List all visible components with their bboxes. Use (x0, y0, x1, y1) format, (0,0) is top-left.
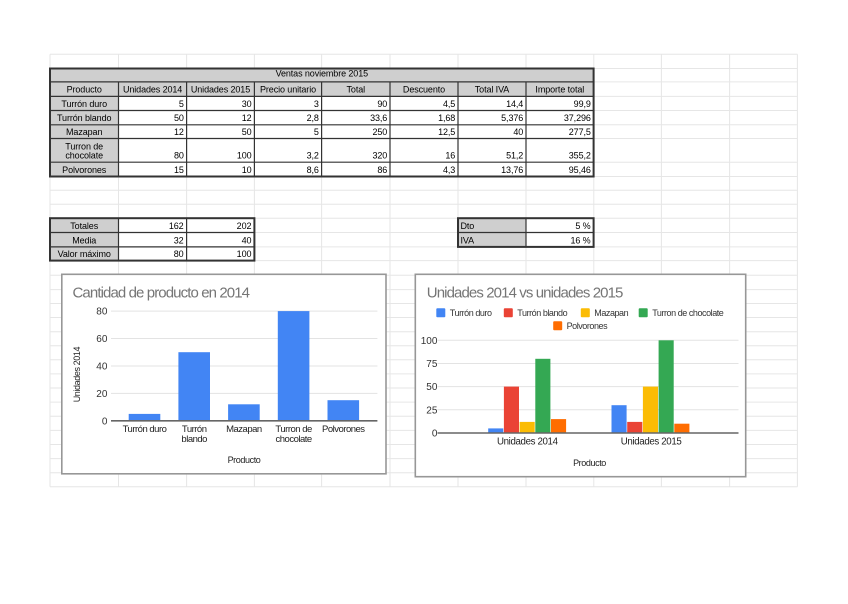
svg-text:Mazapan: Mazapan (66, 127, 102, 137)
svg-text:chocolate: chocolate (65, 151, 103, 161)
svg-text:2,8: 2,8 (307, 113, 319, 123)
svg-text:5: 5 (314, 127, 319, 137)
svg-text:Unidades 2014: Unidades 2014 (123, 84, 182, 94)
svg-text:162: 162 (169, 221, 184, 231)
svg-text:4,3: 4,3 (443, 165, 455, 175)
svg-text:75: 75 (426, 359, 438, 370)
svg-text:Mazapan: Mazapan (594, 308, 628, 318)
svg-text:IVA: IVA (461, 235, 475, 245)
svg-text:Turron de: Turron de (275, 424, 312, 435)
svg-text:Turrón duro: Turrón duro (123, 424, 167, 435)
svg-text:Unidades 2015: Unidades 2015 (621, 436, 682, 447)
svg-text:40: 40 (513, 127, 523, 137)
svg-text:Totales: Totales (70, 221, 98, 231)
svg-text:chocolate: chocolate (276, 434, 312, 445)
svg-text:202: 202 (237, 221, 252, 231)
svg-text:Cantidad de producto en 2014: Cantidad de producto en 2014 (73, 284, 250, 301)
svg-text:99,9: 99,9 (574, 99, 591, 109)
svg-text:8,6: 8,6 (307, 165, 319, 175)
svg-text:Unidades 2014 vs unidades 2015: Unidades 2014 vs unidades 2015 (427, 284, 623, 301)
svg-text:Turrón blando: Turrón blando (57, 113, 111, 123)
svg-text:16 %: 16 % (570, 235, 590, 245)
svg-text:355,2: 355,2 (569, 151, 591, 161)
svg-text:Turrón duro: Turrón duro (61, 99, 107, 109)
svg-text:95,46: 95,46 (569, 165, 591, 175)
svg-text:250: 250 (372, 127, 387, 137)
svg-text:86: 86 (377, 165, 387, 175)
svg-text:5 %: 5 % (575, 221, 590, 231)
svg-text:Mazapan: Mazapan (226, 424, 262, 435)
svg-text:320: 320 (372, 151, 387, 161)
svg-text:Turrón: Turrón (182, 424, 207, 435)
svg-text:Polvorones: Polvorones (322, 424, 365, 435)
svg-text:Valor máximo: Valor máximo (58, 249, 111, 259)
svg-text:0: 0 (432, 429, 438, 440)
svg-text:4,5: 4,5 (443, 99, 455, 109)
svg-text:40: 40 (242, 235, 252, 245)
svg-text:3: 3 (314, 99, 319, 109)
svg-text:16: 16 (445, 151, 455, 161)
svg-text:Turrón blando: Turrón blando (517, 308, 567, 318)
svg-text:Importe total: Importe total (535, 84, 584, 94)
svg-text:37,296: 37,296 (564, 113, 591, 123)
svg-text:Producto: Producto (573, 458, 606, 468)
svg-text:5: 5 (179, 99, 184, 109)
svg-text:50: 50 (426, 382, 438, 393)
svg-text:14,4: 14,4 (506, 99, 523, 109)
svg-text:Ventas noviembre 2015: Ventas noviembre 2015 (276, 69, 369, 79)
svg-text:Turron de: Turron de (65, 141, 103, 151)
svg-text:Media: Media (72, 235, 96, 245)
svg-text:Dto: Dto (461, 221, 475, 231)
svg-text:3,2: 3,2 (307, 151, 319, 161)
svg-text:0: 0 (102, 416, 108, 427)
svg-text:20: 20 (96, 389, 108, 400)
svg-text:Unidades 2014: Unidades 2014 (72, 347, 82, 403)
svg-text:33,6: 33,6 (370, 113, 387, 123)
svg-text:32: 32 (174, 235, 184, 245)
svg-text:40: 40 (96, 362, 108, 373)
svg-text:Descuento: Descuento (403, 84, 445, 94)
svg-text:13,76: 13,76 (501, 165, 523, 175)
svg-text:30: 30 (242, 99, 252, 109)
svg-text:12: 12 (242, 113, 252, 123)
svg-text:Producto: Producto (228, 455, 261, 465)
svg-text:60: 60 (96, 334, 108, 345)
svg-text:277,5: 277,5 (569, 127, 591, 137)
svg-text:5,376: 5,376 (501, 113, 523, 123)
svg-text:80: 80 (174, 151, 184, 161)
svg-text:50: 50 (242, 127, 252, 137)
svg-text:Polvorones: Polvorones (567, 321, 608, 331)
svg-text:Total IVA: Total IVA (475, 84, 510, 94)
svg-text:100: 100 (237, 249, 252, 259)
svg-text:Producto: Producto (67, 84, 102, 94)
svg-text:Polvorones: Polvorones (62, 165, 107, 175)
svg-text:12,5: 12,5 (438, 127, 455, 137)
svg-text:Turron de chocolate: Turron de chocolate (652, 308, 724, 318)
svg-text:Unidades 2015: Unidades 2015 (191, 84, 250, 94)
svg-text:10: 10 (242, 165, 252, 175)
svg-text:Total: Total (347, 84, 366, 94)
svg-text:blando: blando (181, 434, 207, 445)
svg-text:Unidades 2014: Unidades 2014 (497, 436, 559, 447)
svg-text:80: 80 (174, 249, 184, 259)
svg-text:Turrón duro: Turrón duro (450, 308, 492, 318)
svg-text:12: 12 (174, 127, 184, 137)
svg-text:90: 90 (377, 99, 387, 109)
svg-text:15: 15 (174, 165, 184, 175)
svg-text:100: 100 (421, 336, 438, 347)
svg-text:80: 80 (96, 307, 108, 318)
svg-text:Precio unitario: Precio unitario (260, 84, 316, 94)
svg-text:50: 50 (174, 113, 184, 123)
svg-text:25: 25 (426, 405, 438, 416)
svg-text:100: 100 (237, 151, 252, 161)
svg-text:1,68: 1,68 (438, 113, 455, 123)
svg-text:51,2: 51,2 (506, 151, 523, 161)
